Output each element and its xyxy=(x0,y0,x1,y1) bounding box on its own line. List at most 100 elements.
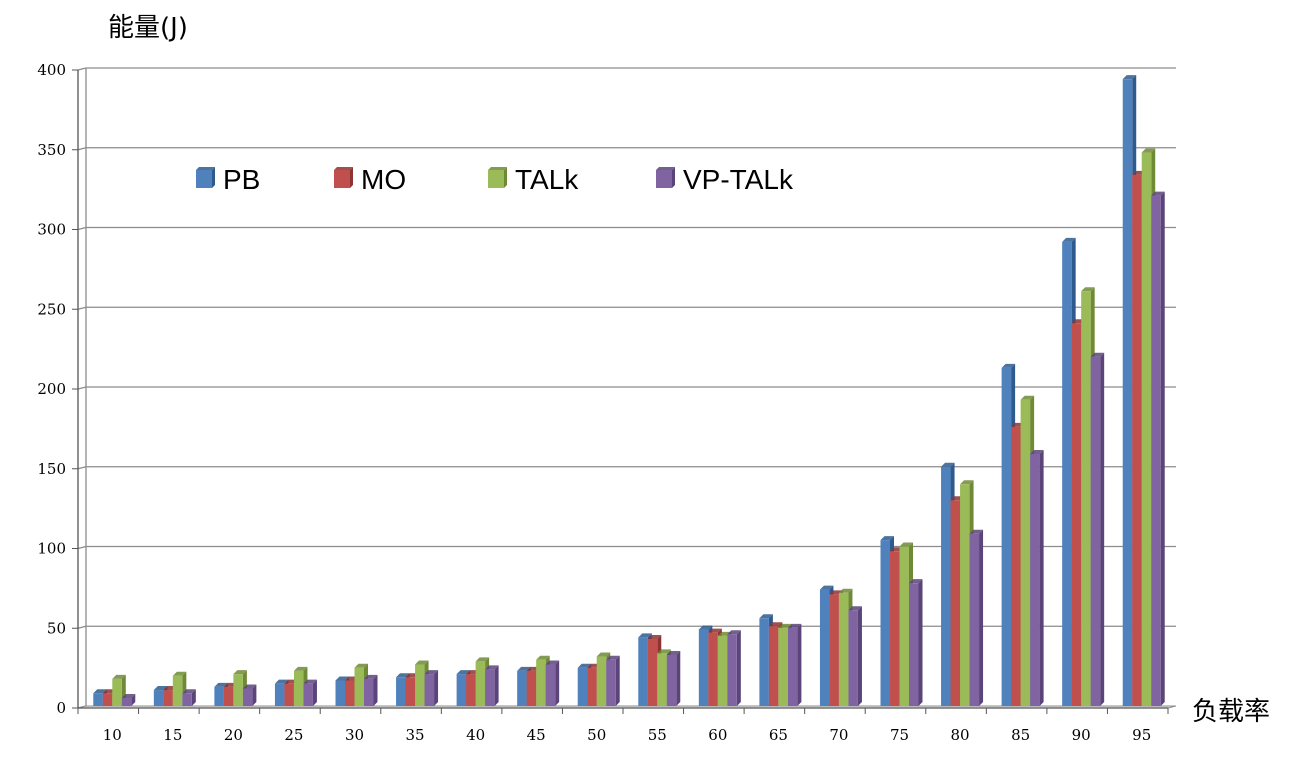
bar xyxy=(1151,195,1161,706)
y-tick-label: 300 xyxy=(37,221,66,239)
bar-side xyxy=(555,660,560,706)
bar-top xyxy=(456,670,471,675)
x-tick-label: 30 xyxy=(345,726,364,744)
bar xyxy=(93,693,103,706)
x-tick-label: 95 xyxy=(1132,726,1151,744)
x-tick-label: 45 xyxy=(527,726,546,744)
bar-side xyxy=(252,684,257,706)
bar xyxy=(848,610,858,706)
bar xyxy=(960,484,970,706)
bar xyxy=(526,670,537,706)
bar xyxy=(698,629,709,706)
bar-top xyxy=(475,657,490,662)
bar-top xyxy=(172,671,187,676)
gridline-depth xyxy=(77,67,87,71)
bar xyxy=(364,678,374,706)
bar-top xyxy=(768,622,783,627)
bar-top xyxy=(242,684,257,689)
legend-swatch-top xyxy=(196,167,215,170)
bar xyxy=(345,680,355,706)
bar-top xyxy=(1090,352,1105,357)
bar-top xyxy=(153,686,168,691)
bar-top xyxy=(1141,148,1156,153)
bar-top xyxy=(577,663,592,668)
bar xyxy=(587,667,597,706)
bar-top xyxy=(787,623,802,628)
bar-side xyxy=(373,674,378,706)
x-tick-label: 40 xyxy=(466,726,485,744)
bar-top xyxy=(1001,363,1016,368)
bar xyxy=(890,551,900,706)
bar-top xyxy=(708,628,722,633)
y-tick-label: 50 xyxy=(47,619,66,637)
bar-top xyxy=(112,674,126,679)
bar-side xyxy=(1160,191,1165,707)
bar xyxy=(1081,291,1091,706)
bar-side xyxy=(857,606,862,706)
bar-side xyxy=(191,689,196,706)
legend-swatch-top xyxy=(334,167,353,170)
bar-top xyxy=(335,676,349,681)
bar xyxy=(819,589,830,706)
bar-top xyxy=(838,588,853,593)
bar-top xyxy=(596,652,611,657)
bar xyxy=(969,533,980,706)
legend-label: VP-TALk xyxy=(683,164,794,195)
bar-top xyxy=(647,635,662,640)
bar-top xyxy=(93,689,107,694)
bar-top xyxy=(415,660,429,665)
bar xyxy=(335,680,345,706)
bar-top xyxy=(666,650,681,655)
bar xyxy=(950,500,961,706)
x-tick-label: 50 xyxy=(587,726,606,744)
gridline-depth xyxy=(77,226,87,231)
bar-top xyxy=(1030,449,1044,454)
legend-swatch-side xyxy=(672,167,675,188)
bar xyxy=(1071,323,1082,706)
bar-top xyxy=(1062,237,1076,242)
y-tick-label: 0 xyxy=(56,699,66,717)
bar xyxy=(880,540,890,706)
bar xyxy=(354,667,364,706)
gridline-depth xyxy=(77,545,87,550)
grid-layer xyxy=(77,67,1176,709)
legend-swatch xyxy=(334,170,350,188)
bar xyxy=(456,674,467,706)
bar-side xyxy=(918,579,923,706)
x-tick-label: 80 xyxy=(951,726,970,744)
bar xyxy=(545,664,556,706)
bar xyxy=(163,690,173,706)
bar xyxy=(536,659,546,706)
y-tick-label: 200 xyxy=(37,380,66,398)
bar xyxy=(517,670,527,706)
legend-label: PB xyxy=(223,164,260,195)
bar xyxy=(727,634,737,706)
bar xyxy=(102,693,113,706)
x-tick-label: 60 xyxy=(708,726,727,744)
x-tick-label: 85 xyxy=(1011,726,1030,744)
bar-top xyxy=(941,462,955,467)
x-tick-label: 75 xyxy=(890,726,909,744)
y-tick-label: 150 xyxy=(37,460,66,478)
bar-top xyxy=(1122,75,1137,80)
bar xyxy=(899,546,909,706)
x-tick-label: 65 xyxy=(769,726,788,744)
bar-top xyxy=(364,674,378,679)
bar xyxy=(778,627,788,706)
x-tick-label: 35 xyxy=(406,726,425,744)
bar xyxy=(172,675,183,706)
bar xyxy=(1062,241,1072,707)
x-tick-label: 20 xyxy=(224,726,243,744)
bar xyxy=(708,632,718,706)
bar xyxy=(396,677,406,706)
gridline-depth xyxy=(77,147,87,151)
bar xyxy=(909,583,919,706)
bar xyxy=(153,690,164,706)
bar-top xyxy=(1020,395,1035,400)
bar-top xyxy=(698,625,713,630)
bar-top xyxy=(899,542,913,547)
bar-side xyxy=(676,650,681,706)
y-tick-label: 400 xyxy=(37,61,66,79)
bar-top xyxy=(274,679,289,684)
